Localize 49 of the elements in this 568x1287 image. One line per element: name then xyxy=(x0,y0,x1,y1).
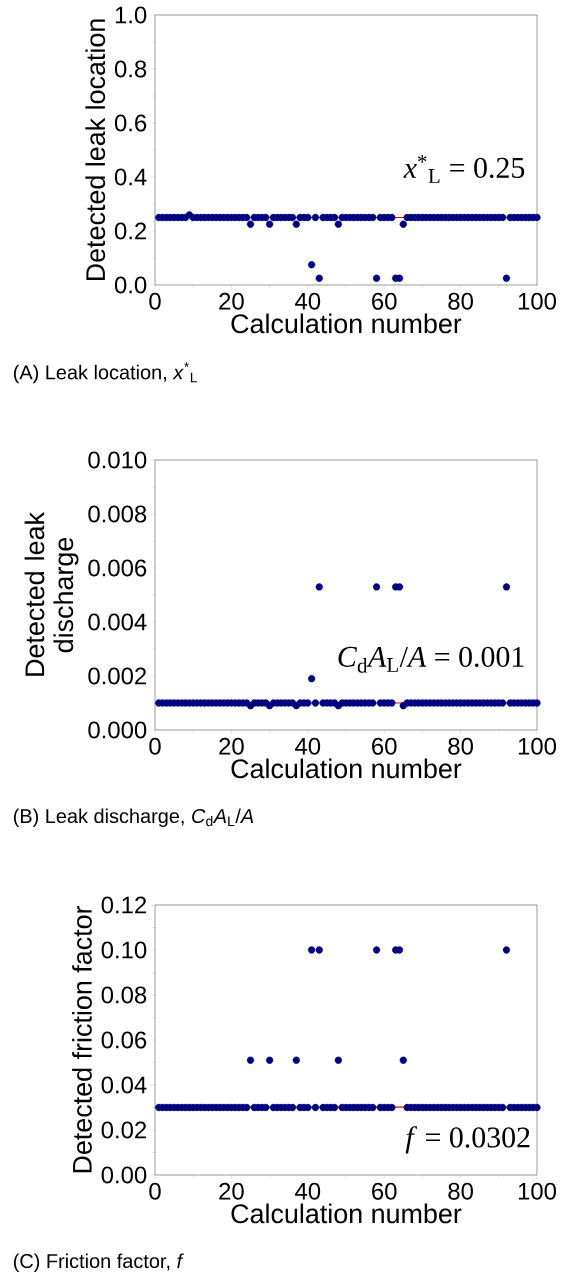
y-tick-label: 0.4 xyxy=(114,168,147,186)
x-tick-label: 20 xyxy=(219,1182,244,1200)
x-tick-label: 100 xyxy=(518,1182,556,1200)
y-tick-label: 0.000 xyxy=(88,721,147,739)
x-axis-title: Calculation number xyxy=(231,313,462,334)
x-tick-label: 40 xyxy=(295,292,321,310)
y-tick-label: 0.8 xyxy=(114,60,147,78)
y-tick-label: 0.6 xyxy=(114,114,147,132)
y-tick-label: 0.06 xyxy=(101,1031,147,1049)
y-axis-title: Detected leak discharge xyxy=(24,511,79,676)
x-tick-label: 100 xyxy=(518,737,556,755)
text: (A) Leak location, x$^{*}$L xyxy=(13,362,198,384)
x-tick-label: 40 xyxy=(295,1182,321,1200)
x-tick-label: 100 xyxy=(518,292,556,310)
y-tick-label: 0.12 xyxy=(101,896,147,914)
y-tick-label: 0.008 xyxy=(88,505,147,523)
ref-line-label: f = 0.0302 xyxy=(405,1126,530,1154)
y-tick-label: 1.0 xyxy=(115,6,147,24)
x-tick-label: 0 xyxy=(149,292,161,310)
x-tick-label: 60 xyxy=(372,292,397,310)
y-tick-label: 0.006 xyxy=(88,559,147,577)
x-tick-label: 60 xyxy=(372,737,397,755)
x-tick-label: 60 xyxy=(372,1182,397,1200)
text: (B) Leak discharge, C$_{d}$A$_{L}$/A xyxy=(13,808,254,828)
x-tick-label: 0 xyxy=(149,1182,161,1200)
y-tick-label: 0.02 xyxy=(101,1121,147,1139)
text: (C) Friction factor, f xyxy=(13,1253,184,1273)
y-tick-label: 0.2 xyxy=(114,222,147,240)
y-tick-label: 0.002 xyxy=(88,667,147,685)
x-tick-label: 80 xyxy=(448,1182,473,1200)
x-tick-label: 40 xyxy=(295,737,321,755)
x-tick-label: 80 xyxy=(448,737,473,755)
y-tick-label: 0.10 xyxy=(101,941,147,959)
x-axis-title: Calculation number xyxy=(231,758,462,779)
x-tick-label: 0 xyxy=(149,737,161,755)
y-tick-label: 0.010 xyxy=(88,451,147,469)
x-tick-label: 80 xyxy=(448,292,473,310)
y-tick-label: 0.00 xyxy=(101,1166,147,1184)
y-tick-label: 0.08 xyxy=(101,986,147,1004)
y-tick-label: 0.004 xyxy=(88,613,147,631)
x-tick-label: 20 xyxy=(219,292,244,310)
ref-line-label: x$^{*}$$_{L}$ = 0.25 xyxy=(403,154,525,183)
y-tick-label: 0.0 xyxy=(114,276,147,294)
ref-line-label: C$_{d}$A$_{L}$/A = 0.001 xyxy=(338,646,524,673)
y-axis-title: Detected leak location xyxy=(85,19,106,281)
x-axis-title: Calculation number xyxy=(231,1203,462,1224)
y-axis-title: Detected friction factor xyxy=(72,905,92,1173)
x-tick-label: 20 xyxy=(219,737,244,755)
y-tick-label: 0.04 xyxy=(101,1076,147,1094)
